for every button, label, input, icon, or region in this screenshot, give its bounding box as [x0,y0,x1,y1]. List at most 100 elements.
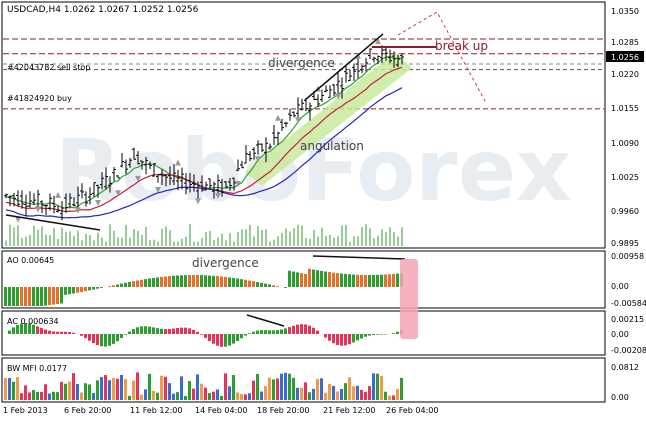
ao-bar [384,275,387,287]
ao-bar [248,281,251,287]
ac-bar [216,334,219,346]
mfi-bar [40,392,43,400]
ao-bar [192,275,195,287]
ac-bar [292,326,295,334]
mfi-bar [188,381,191,400]
mfi-bar [384,392,387,400]
ac-bar [268,330,271,334]
mfi-bar [308,392,311,400]
mfi-bar [20,393,23,400]
mfi-bar [44,384,47,400]
ao-bar [20,287,23,306]
ac-bar [312,328,315,334]
ao-bar [328,272,331,287]
ao-bar [388,274,391,287]
ao-bar [308,269,311,287]
ac-bar [280,329,283,334]
y-tick: 1.0025 [611,173,639,182]
mfi-bar [228,386,231,400]
mfi-bar [104,375,107,400]
mfi-bar [380,376,383,400]
mfi-bar [192,389,195,400]
ac-bar [364,334,367,337]
ac-label: AC 0.000634 [7,317,59,326]
ac-bar [264,330,267,334]
ac-bar [348,334,351,344]
mfi-bar [52,392,55,400]
ac-bar [180,328,183,334]
ao-bar [368,275,371,287]
ac-bar [284,328,287,334]
mfi-bar [348,377,351,400]
ao-bar [92,287,95,290]
ac-bar [144,326,147,334]
symbol-header: USDCAD,H4 1.0262 1.0267 1.0252 1.0256 [7,5,199,15]
mfi-bar [116,379,119,400]
mfi-bar [360,390,363,400]
ac-bar [252,332,255,334]
mfi-bar [236,393,239,400]
ao-bar [88,287,91,290]
ac-bar [352,334,355,342]
ac-bar [236,334,239,341]
ac-bar [228,334,231,346]
ao-bar [116,284,119,287]
ao-bar [392,274,395,287]
ao-bar [28,287,31,306]
mfi-bar [204,388,207,400]
mfi-bar [68,382,71,400]
mfi-bar [4,378,7,400]
y-tick: 1.0155 [611,104,639,113]
x-tick: 21 Feb 12:00 [323,406,375,415]
ao-bar [332,273,335,287]
ac-bar [52,331,55,334]
ao-bar [228,277,231,287]
mfi-bar [88,384,91,400]
ao-bar [160,277,163,287]
mfi-bar [372,373,375,400]
ao-bar [256,282,259,287]
mfi-bar [156,393,159,400]
mfi-tick: 0.0812 [611,363,639,372]
ao-bar [156,277,159,287]
mfi-bar [368,386,371,400]
ao-label: AO 0.00645 [7,256,54,265]
ao-bar [16,287,19,306]
mfi-bar [396,389,399,400]
ac-bar [256,331,259,334]
ac-bar [196,332,199,334]
mfi-bar [264,386,267,400]
ao-tick: 0.00958 [611,252,644,261]
mfi-bar [136,372,139,400]
ac-bar [128,332,131,334]
ao-bar [148,279,151,287]
ac-bar [232,334,235,344]
ac-panel [2,311,605,355]
mfi-bar [72,373,75,400]
mfi-bar [388,396,391,400]
ao-bar [344,274,347,287]
mfi-bar [276,378,279,400]
ac-bar [164,329,167,334]
ac-bar [260,330,263,334]
ao-bar [48,287,51,305]
ac-bar [136,327,139,334]
mfi-bar [284,373,287,400]
ao-bar [8,287,11,306]
x-axis: 1 Feb 2013 6 Feb 20:00 11 Feb 12:00 14 F… [3,406,438,415]
mfi-bar [224,373,227,400]
ac-bar [104,334,107,347]
ac-bar [296,325,299,334]
ao-bar [224,277,227,287]
ao-bar [32,287,35,306]
mfi-bar [28,392,31,400]
ao-bar [4,287,7,306]
ao-bar [272,285,275,287]
ac-bar [204,334,207,338]
mfi-bar [364,392,367,400]
ac-bar [276,330,279,334]
ao-bar [232,278,235,287]
ac-bar [360,334,363,338]
ac-bar [168,329,171,334]
mfi-bar [324,393,327,400]
